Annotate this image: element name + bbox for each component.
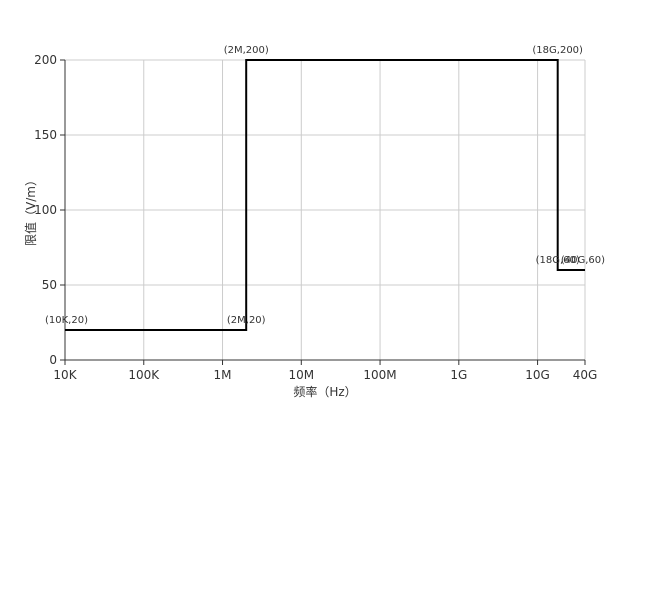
point-label: (2M,200)	[224, 45, 269, 56]
x-tick-label: 10G	[525, 368, 550, 382]
x-tick-label: 10K	[53, 368, 77, 382]
series-line	[65, 59, 585, 331]
x-tick-label: 1G	[450, 368, 467, 382]
grid-lines	[65, 59, 586, 360]
y-tick-label: 100	[34, 203, 57, 217]
point-label: (10K,20)	[45, 315, 88, 326]
x-tick-label: 100K	[128, 368, 160, 382]
y-tick-label: 200	[34, 53, 57, 67]
y-axis-title: 限值（V/m）	[23, 174, 38, 246]
series-layer	[65, 59, 585, 331]
x-tick-label: 1M	[214, 368, 232, 382]
point-label: (2M,20)	[227, 315, 266, 326]
point-label: (18G,200)	[532, 45, 583, 56]
point-label: (40G,60)	[561, 255, 605, 266]
x-tick-label: 40G	[573, 368, 598, 382]
point-label: (18G,60)	[536, 255, 580, 266]
point-labels: (10K,20) (2M,20) (2M,200) (18G,200) (18G,60)…	[45, 45, 605, 326]
y-tick-label: 0	[49, 353, 57, 367]
x-axis-title: 频率（Hz）	[293, 384, 356, 399]
x-tick-label: 100M	[363, 368, 396, 382]
y-tick-label: 50	[42, 278, 57, 292]
axes: 10K 100K 1M 10M 100M 1G 10G 40G 0 50 100 150 200	[34, 53, 597, 382]
y-tick-label: 150	[34, 128, 57, 142]
x-tick-label: 10M	[288, 368, 314, 382]
